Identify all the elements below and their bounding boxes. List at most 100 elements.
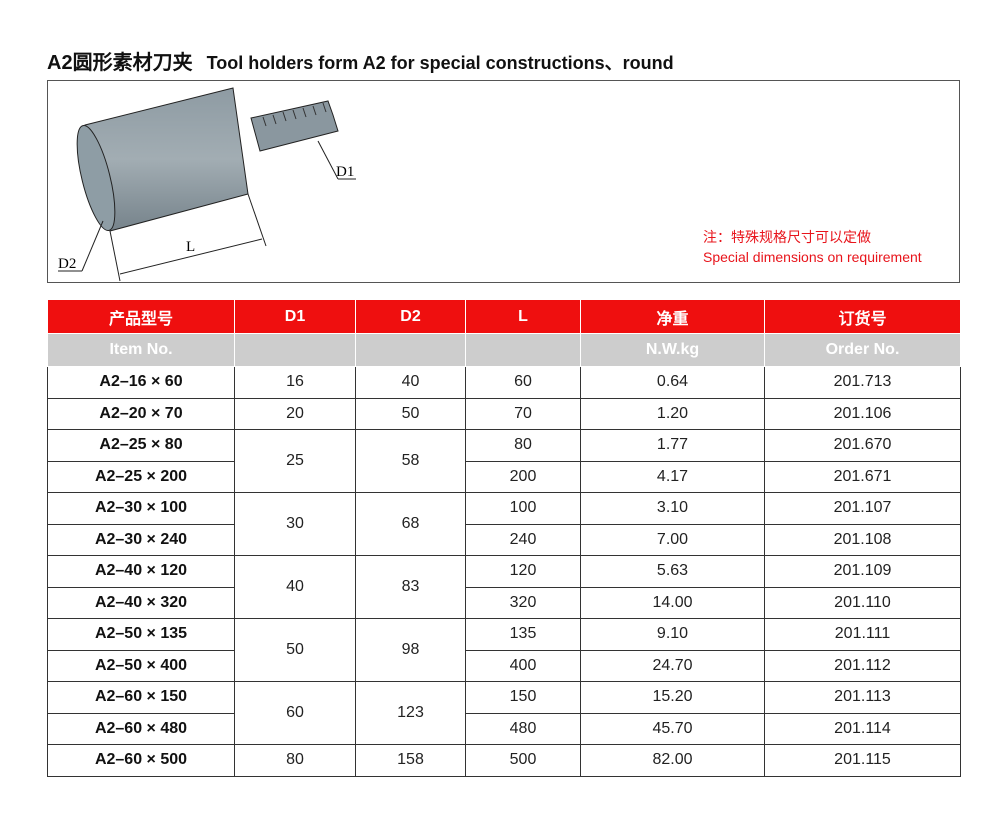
subheader-d2 [355, 333, 466, 367]
cell-l: 120 [465, 555, 581, 588]
header-row-cn: 产品型号 D1 D2 L 净重 订货号 [47, 300, 961, 334]
cell-weight: 24.70 [580, 649, 765, 682]
cell-order: 201.114 [764, 712, 961, 745]
title-cn: A2圆形素材刀夹 [47, 52, 193, 74]
cell-d2: 83 [355, 555, 466, 619]
table-row: A2–25 × 200 200 4.17 201.671 [47, 460, 961, 493]
cell-weight: 3.10 [580, 492, 765, 525]
cell-l: 135 [465, 618, 581, 651]
cell-order: 201.713 [764, 366, 961, 399]
page-title: A2圆形素材刀夹 Tool holders form A2 for special… [47, 46, 674, 75]
cell-l: 60 [465, 366, 581, 399]
spec-table: 产品型号 D1 D2 L 净重 订货号 Item No. N.W.kg Orde… [47, 300, 961, 777]
cell-item: A2–30 × 240 [47, 523, 235, 556]
cell-order: 201.111 [764, 618, 961, 651]
subheader-weight: N.W.kg [580, 333, 765, 367]
note-cn: 注：特殊规格尺寸可以定做 [703, 229, 871, 245]
cell-d2: 68 [355, 492, 466, 556]
cell-order: 201.115 [764, 744, 961, 777]
header-row-en: Item No. N.W.kg Order No. [47, 333, 961, 367]
cell-item: A2–30 × 100 [47, 492, 235, 525]
cell-d2: 50 [355, 397, 466, 430]
table-row: A2–50 × 135 50 98 135 9.10 201.111 [47, 618, 961, 682]
title-en: Tool holders form A2 for special constru… [206, 53, 674, 73]
cell-d2: 40 [355, 366, 466, 399]
table-row: A2–25 × 80 25 58 80 1.77 201.670 [47, 429, 961, 493]
table-row: A2–30 × 240 240 7.00 201.108 [47, 523, 961, 556]
subheader-order: Order No. [764, 333, 961, 367]
cell-item: A2–40 × 320 [47, 586, 235, 619]
cell-d2: 123 [355, 681, 466, 745]
table-row: A2–60 × 150 60 123 150 15.20 201.113 [47, 681, 961, 745]
cell-d1: 16 [234, 366, 356, 399]
cell-l: 200 [465, 460, 581, 493]
subheader-d1 [234, 333, 356, 367]
header-d2: D2 [355, 300, 466, 334]
tool-holder-figure: D1 D2 L 注：特殊规格尺寸可以定做 Special dimensions … [47, 80, 960, 283]
cell-order: 201.110 [764, 586, 961, 619]
cell-order: 201.106 [764, 397, 961, 430]
header-l: L [465, 300, 581, 334]
cell-weight: 45.70 [580, 712, 765, 745]
cell-item: A2–40 × 120 [47, 555, 235, 588]
subheader-item: Item No. [47, 333, 235, 367]
note-en: Special dimensions on requirement [703, 249, 922, 265]
cell-weight: 1.20 [580, 397, 765, 430]
cell-l: 150 [465, 681, 581, 714]
cell-order: 201.109 [764, 555, 961, 588]
cell-item: A2–50 × 400 [47, 649, 235, 682]
cell-l: 320 [465, 586, 581, 619]
cell-order: 201.107 [764, 492, 961, 525]
cell-l: 400 [465, 649, 581, 682]
d1-label: D1 [336, 164, 354, 180]
cell-item: A2–16 × 60 [47, 366, 235, 399]
cell-order: 201.671 [764, 460, 961, 493]
cell-l: 100 [465, 492, 581, 525]
cell-item: A2–50 × 135 [47, 618, 235, 651]
cell-l: 480 [465, 712, 581, 745]
cell-weight: 15.20 [580, 681, 765, 714]
cell-order: 201.113 [764, 681, 961, 714]
cylinder-body [76, 87, 249, 232]
cell-order: 201.112 [764, 649, 961, 682]
header-weight: 净重 [580, 300, 765, 334]
cell-order: 201.670 [764, 429, 961, 462]
shank [250, 100, 339, 152]
cell-item: A2–25 × 80 [47, 429, 235, 462]
cell-weight: 1.77 [580, 429, 765, 462]
table-row: A2–16 × 60 16 40 60 0.64 201.713 [47, 366, 961, 399]
header-d1: D1 [234, 300, 356, 334]
cell-d2: 98 [355, 618, 466, 682]
cell-item: A2–60 × 150 [47, 681, 235, 714]
table-row: A2–60 × 480 480 45.70 201.114 [47, 712, 961, 745]
cell-d1: 60 [234, 681, 356, 745]
cell-l: 240 [465, 523, 581, 556]
cell-item: A2–60 × 480 [47, 712, 235, 745]
note: 注：特殊规格尺寸可以定做 Special dimensions on requi… [703, 227, 922, 267]
l-label: L [186, 239, 195, 255]
cell-d2: 158 [355, 744, 466, 777]
subheader-l [465, 333, 581, 367]
cell-d1: 50 [234, 618, 356, 682]
cell-order: 201.108 [764, 523, 961, 556]
cell-item: A2–60 × 500 [47, 744, 235, 777]
cell-weight: 14.00 [580, 586, 765, 619]
cell-d1: 80 [234, 744, 356, 777]
table-row: A2–20 × 70 20 50 70 1.20 201.106 [47, 397, 961, 430]
table-row: A2–40 × 120 40 83 120 5.63 201.109 [47, 555, 961, 619]
table-row: A2–30 × 100 30 68 100 3.10 201.107 [47, 492, 961, 556]
header-item: 产品型号 [47, 300, 235, 334]
cell-d1: 25 [234, 429, 356, 493]
cell-weight: 82.00 [580, 744, 765, 777]
cell-d1: 20 [234, 397, 356, 430]
cell-weight: 4.17 [580, 460, 765, 493]
cell-weight: 0.64 [580, 366, 765, 399]
cell-l: 80 [465, 429, 581, 462]
tool-holder-drawing: D1 D2 L [58, 87, 356, 282]
cell-d2: 58 [355, 429, 466, 493]
cell-l: 500 [465, 744, 581, 777]
cell-item: A2–20 × 70 [47, 397, 235, 430]
table-row: A2–50 × 400 400 24.70 201.112 [47, 649, 961, 682]
cell-d1: 40 [234, 555, 356, 619]
cell-l: 70 [465, 397, 581, 430]
